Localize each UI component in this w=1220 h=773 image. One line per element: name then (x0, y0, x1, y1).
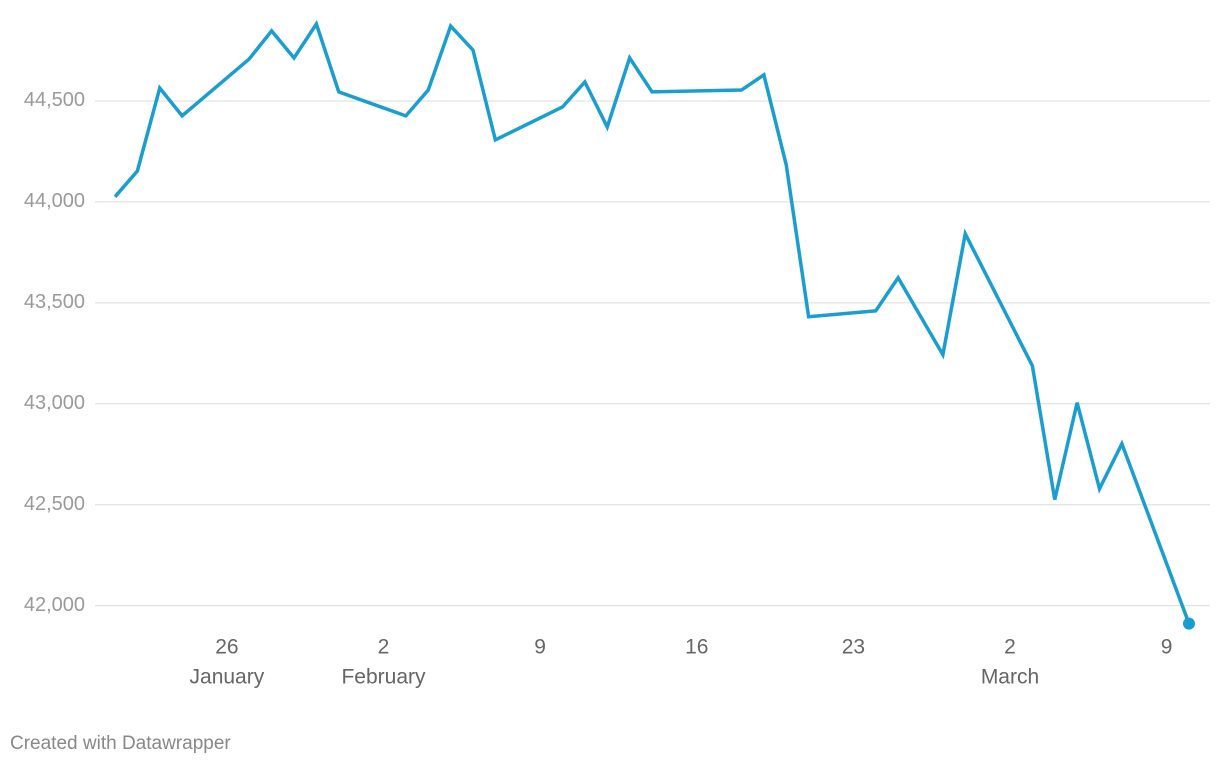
y-tick-label: 42,500 (24, 493, 85, 515)
x-tick-label: 9 (534, 636, 546, 659)
x-tick-label: 16 (685, 636, 708, 659)
x-month-label: March (981, 666, 1039, 689)
end-dot (1183, 617, 1195, 630)
y-tick-label: 44,000 (24, 190, 85, 212)
y-tick-label: 43,500 (24, 291, 85, 313)
y-tick-label: 42,000 (24, 594, 85, 616)
x-tick-label: 2 (1004, 636, 1016, 659)
x-tick-label: 2 (378, 636, 390, 659)
x-tick-label: 23 (842, 636, 865, 659)
x-tick-label: 9 (1161, 636, 1173, 659)
x-tick-label: 26 (215, 636, 238, 659)
y-tick-label: 43,000 (24, 392, 85, 414)
footer: Created with Datawrapper (10, 733, 231, 754)
x-month-label: February (341, 666, 426, 689)
x-month-label: January (190, 666, 265, 689)
series-line (113, 20, 1191, 625)
y-tick-label: 44,500 (24, 89, 85, 111)
